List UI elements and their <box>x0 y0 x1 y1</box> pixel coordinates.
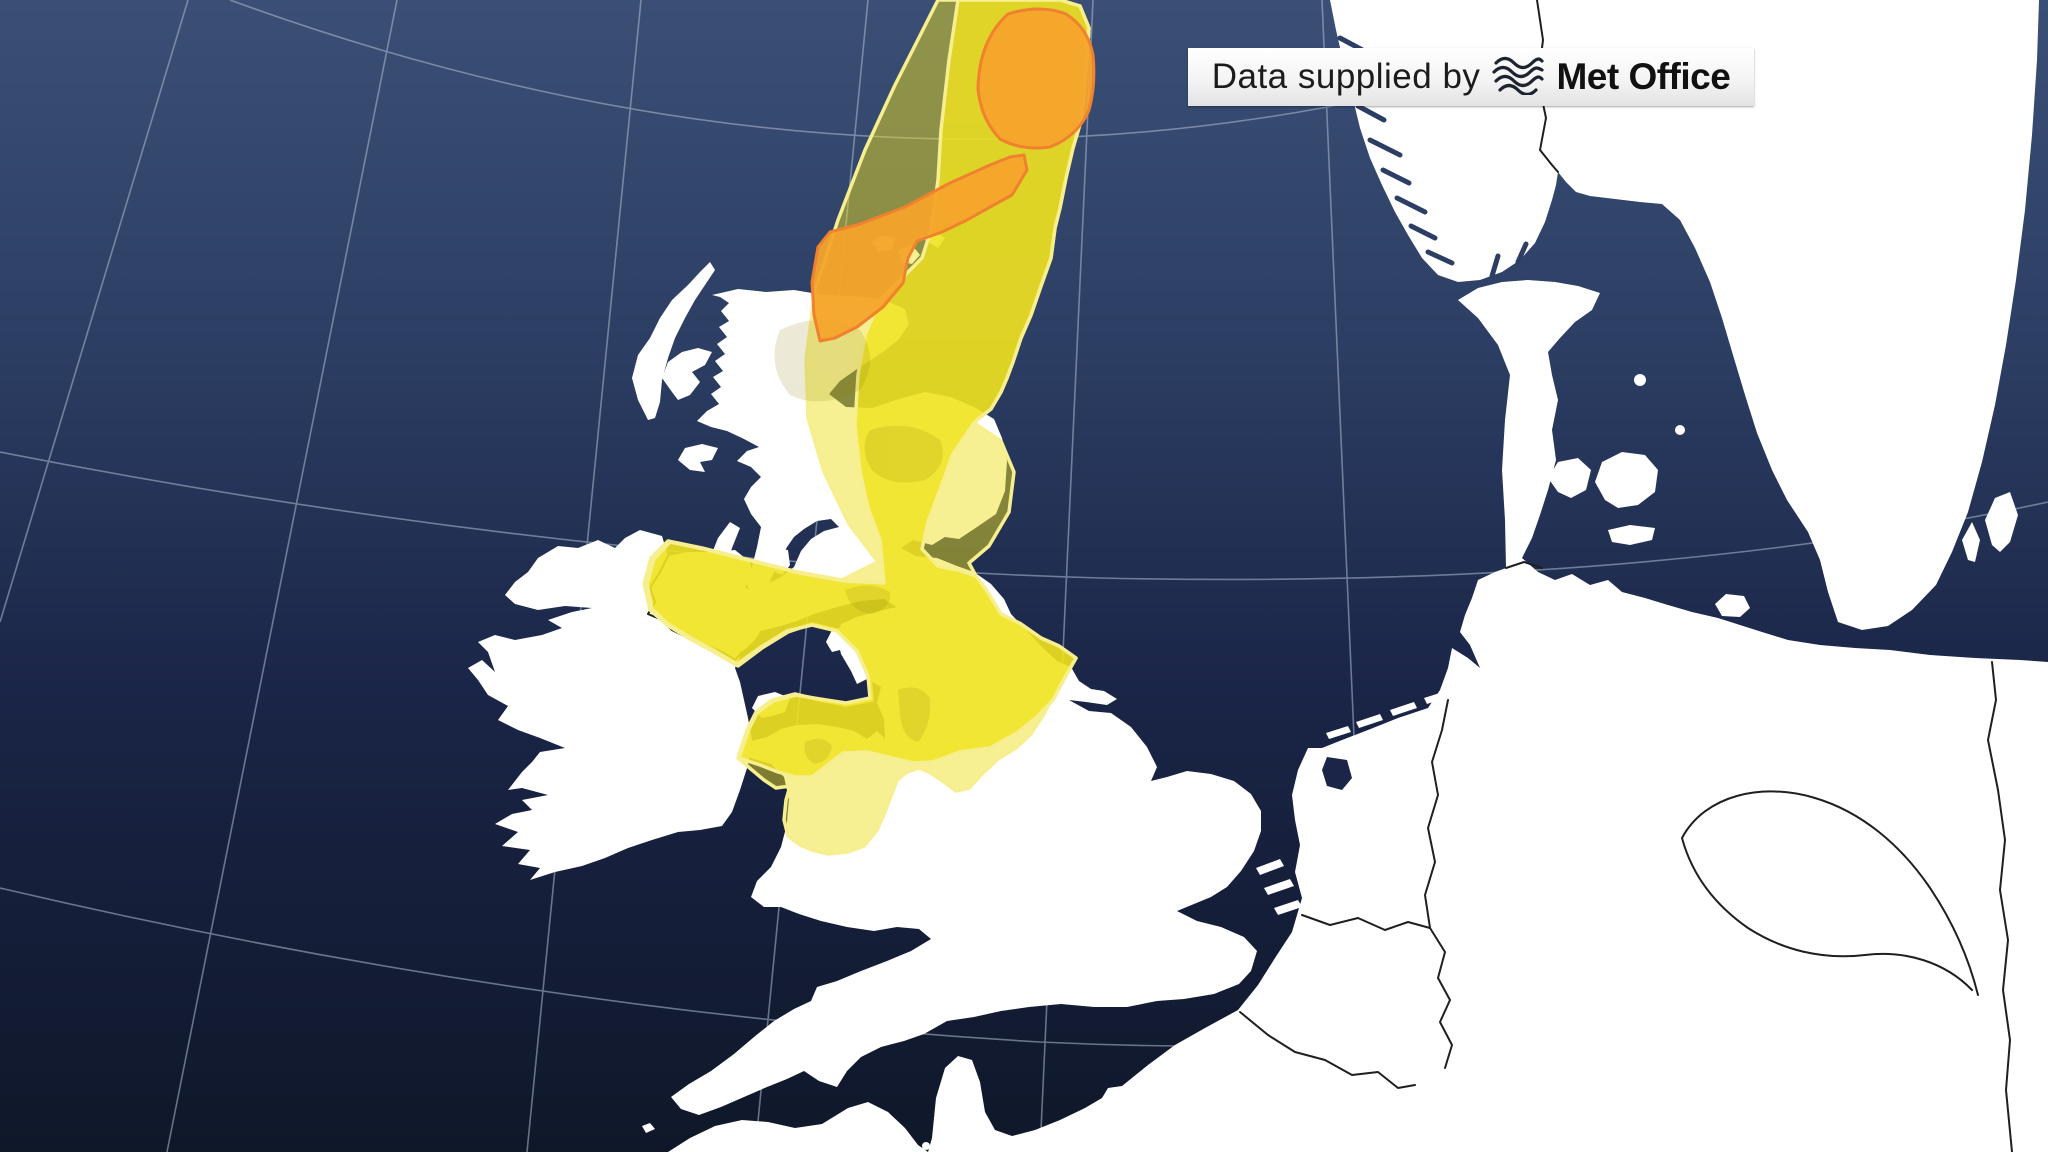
met-office-waves-icon <box>1492 55 1545 100</box>
warning-areas <box>642 0 1096 856</box>
land-scilly-isles <box>642 1123 655 1133</box>
land-rugen <box>1715 594 1750 617</box>
land-scandinavia <box>1330 0 2039 630</box>
border-denmark-germany <box>1505 561 1543 569</box>
border-germany-poland <box>1987 661 2013 1152</box>
land-gotland <box>1985 492 2018 552</box>
land-mull <box>678 444 718 472</box>
warning-amber-central <box>810 153 1029 343</box>
terrain-shading <box>774 320 943 764</box>
land-denmark-islands <box>1548 374 1685 545</box>
land-continent <box>668 280 2048 1152</box>
land-delta-islands <box>1256 859 1302 915</box>
land-skye <box>662 348 712 400</box>
met-office-brand: Met Office <box>1556 56 1731 97</box>
land-oland <box>1962 522 1980 562</box>
land-outer-hebrides <box>632 262 715 420</box>
border-belgium-germany <box>1429 927 1453 1069</box>
warning-amber-north <box>976 7 1096 150</box>
lake-ijsselmeer <box>1322 757 1352 790</box>
border-belgium-netherlands <box>1301 914 1431 931</box>
land-frisian-islands <box>1326 681 1477 739</box>
attribution-badge: Data supplied by Met Office <box>1188 48 1754 106</box>
border-netherlands-germany <box>1424 699 1449 929</box>
country-borders <box>647 0 2013 1152</box>
border-france-belgium <box>1239 1011 1416 1089</box>
border-norway-sweden <box>1536 0 1559 173</box>
badge-text: Data supplied by <box>1211 57 1481 96</box>
border-czechia <box>1681 790 1979 996</box>
land-channel-islands <box>900 1133 930 1150</box>
